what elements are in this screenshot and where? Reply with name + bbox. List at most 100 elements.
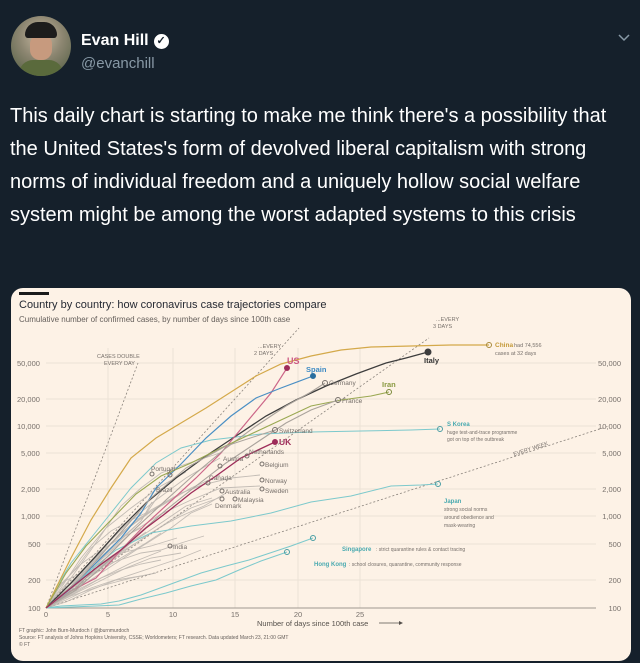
svg-text:Italy: Italy	[424, 356, 440, 365]
svg-text:Japan: Japan	[444, 499, 462, 505]
svg-text:Australia: Australia	[225, 489, 251, 496]
endpoint-markers	[149, 342, 492, 555]
y-axis-labels-right: 50,000 20,000 10,000 5,000 2,000 1,000 5…	[598, 359, 621, 613]
series-switzerland	[45, 429, 276, 609]
svg-text:: school closures, quarantine,: : school closures, quarantine, community…	[349, 562, 462, 568]
svg-text:Sweden: Sweden	[265, 488, 289, 495]
svg-text:CASES DOUBLE: CASES DOUBLE	[97, 354, 140, 360]
verified-badge-icon: ✓	[153, 33, 169, 49]
svg-text:Belgium: Belgium	[265, 462, 288, 469]
series-hong-kong	[45, 551, 288, 609]
svg-text:1,000: 1,000	[21, 512, 40, 521]
grid	[46, 348, 596, 608]
svg-text:50,000: 50,000	[17, 359, 40, 368]
svg-text:India: India	[173, 544, 187, 551]
svg-text:3 DAYS: 3 DAYS	[433, 324, 452, 330]
svg-text:10,000: 10,000	[17, 422, 40, 431]
svg-text:Denmark: Denmark	[215, 503, 242, 510]
svg-text:...EVERY: ...EVERY	[436, 317, 459, 323]
svg-text:5,000: 5,000	[602, 449, 621, 458]
reference-lines	[45, 327, 610, 609]
svg-text:Norway: Norway	[265, 478, 288, 485]
series-us	[45, 367, 288, 609]
y-axis-labels-left: 50,000 20,000 10,000 5,000 2,000 1,000 5…	[17, 359, 41, 613]
chart-title: Country by country: how coronavirus case…	[19, 299, 327, 311]
svg-text:500: 500	[28, 540, 41, 549]
svg-text:...EVERY: ...EVERY	[258, 344, 281, 350]
svg-text:China: China	[495, 342, 513, 349]
series-japan	[45, 483, 439, 609]
svg-text:mask-wearing: mask-wearing	[444, 523, 475, 529]
series-italy	[45, 351, 429, 609]
svg-text:20,000: 20,000	[598, 395, 621, 404]
svg-text:Hong Kong: Hong Kong	[314, 562, 347, 568]
svg-text:50,000: 50,000	[598, 359, 621, 368]
svg-text:huge test-and-trace programme: huge test-and-trace programme	[447, 430, 518, 436]
x-axis-title: Number of days since 100th case	[257, 619, 368, 628]
svg-text:200: 200	[608, 576, 621, 585]
chart-credits: FT graphic: John Burn-Murdoch / @jburnmu…	[19, 628, 288, 649]
credit-source: Source: FT analysis of Johns Hopkins Uni…	[19, 635, 289, 641]
country-labels: China had 74,556 cases at 32 days Italy …	[151, 342, 542, 568]
series-france	[45, 399, 339, 609]
svg-text:around obedience and: around obedience and	[444, 515, 494, 521]
tweet-header: Evan Hill ✓ @evanchill	[0, 0, 640, 90]
svg-text:got on top of the outbreak: got on top of the outbreak	[447, 437, 504, 443]
author-name-row[interactable]: Evan Hill ✓	[81, 32, 169, 50]
series-s-korea	[45, 428, 441, 609]
chart-subtitle: Cumulative number of confirmed cases, by…	[19, 315, 291, 324]
svg-text:Portugal: Portugal	[151, 466, 176, 473]
series-uk	[45, 441, 276, 609]
series-singapore	[45, 537, 314, 609]
svg-text:2,000: 2,000	[602, 485, 621, 494]
author-handle[interactable]: @evanchill	[81, 55, 155, 72]
svg-text:20: 20	[294, 610, 302, 619]
avatar-face	[30, 34, 52, 60]
svg-text:Malaysia: Malaysia	[238, 497, 264, 504]
svg-text:Brazil: Brazil	[156, 487, 173, 494]
svg-text:0: 0	[44, 610, 48, 619]
svg-text:Iran: Iran	[382, 380, 396, 389]
svg-text:EVERY DAY: EVERY DAY	[104, 361, 135, 367]
svg-text:US: US	[287, 356, 300, 366]
svg-text:strong social norms: strong social norms	[444, 507, 488, 513]
svg-text:France: France	[342, 398, 363, 405]
author-name[interactable]: Evan Hill	[81, 32, 149, 49]
svg-text:10,000: 10,000	[598, 422, 621, 431]
svg-text:1,000: 1,000	[602, 512, 621, 521]
credit-copyright: © FT	[19, 642, 31, 648]
teal-country-lines	[45, 428, 441, 609]
x-axis-labels: 0 5 10 15 20 25	[44, 610, 364, 619]
svg-text:5: 5	[106, 610, 110, 619]
svg-text:Canada: Canada	[209, 475, 232, 482]
chart-image-card[interactable]: Country by country: how coronavirus case…	[11, 288, 631, 661]
chevron-down-icon[interactable]	[617, 30, 631, 44]
avatar[interactable]	[11, 16, 71, 76]
svg-text:10: 10	[169, 610, 177, 619]
svg-text:UK: UK	[279, 437, 292, 447]
x-axis-arrow-icon	[379, 621, 403, 625]
svg-text:20,000: 20,000	[17, 395, 40, 404]
svg-text:cases at 32 days: cases at 32 days	[495, 351, 537, 357]
svg-text:25: 25	[356, 610, 364, 619]
svg-text:200: 200	[28, 576, 41, 585]
svg-text:15: 15	[231, 610, 239, 619]
svg-text:EVERY WEEK: EVERY WEEK	[513, 441, 550, 458]
svg-text:500: 500	[608, 540, 621, 549]
svg-text:S Korea: S Korea	[447, 422, 470, 428]
svg-text:2,000: 2,000	[21, 485, 40, 494]
svg-text:5,000: 5,000	[21, 449, 40, 458]
ft-brand-bar	[19, 292, 49, 295]
series-china	[45, 344, 489, 609]
svg-text:Switzerland: Switzerland	[279, 428, 313, 435]
svg-text:100: 100	[608, 604, 621, 613]
svg-text:2 DAYS: 2 DAYS	[254, 351, 273, 357]
tweet-text: This daily chart is starting to make me …	[10, 105, 607, 226]
svg-text:Singapore: Singapore	[342, 547, 372, 553]
svg-text:Austria: Austria	[223, 456, 244, 463]
svg-text:100: 100	[28, 604, 41, 613]
svg-text:Spain: Spain	[306, 365, 327, 374]
svg-text:Germany: Germany	[329, 380, 356, 387]
svg-text:Netherlands: Netherlands	[249, 449, 285, 456]
svg-text:: strict quarantine rules & co: : strict quarantine rules & contact trac…	[376, 547, 465, 553]
